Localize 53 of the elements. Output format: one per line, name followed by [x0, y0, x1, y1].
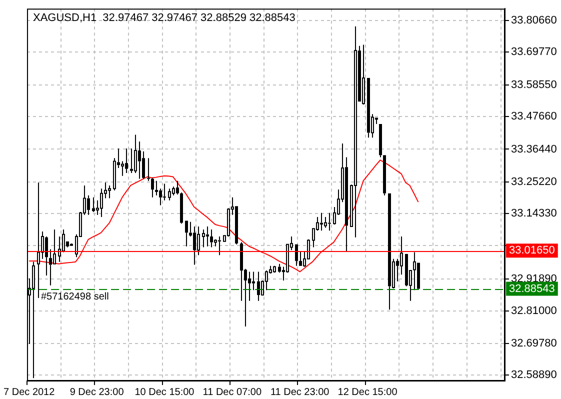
y-tick-label: 33.14330 — [511, 208, 557, 220]
candlestick — [142, 150, 145, 180]
candlestick — [295, 244, 298, 266]
candlestick — [151, 177, 154, 198]
candlestick — [185, 220, 188, 247]
ref-line-label: 32.88543 — [509, 282, 555, 295]
candlestick — [367, 78, 370, 138]
candlestick — [87, 194, 90, 216]
x-tick-label: 10 Dec 15:00 — [134, 386, 195, 398]
x-tick-label: 11 Dec 07:00 — [202, 386, 262, 398]
candlestick — [257, 271, 260, 302]
candlestick — [206, 226, 209, 247]
candlestick — [138, 140, 141, 180]
candlestick — [248, 271, 251, 302]
candlestick — [49, 248, 52, 286]
candlestick — [235, 206, 238, 245]
ref-line-label: 33.01650 — [509, 244, 555, 257]
candlestick — [328, 212, 331, 232]
candlestick — [159, 188, 162, 206]
candlestick — [130, 148, 133, 174]
candlestick — [345, 156, 348, 252]
y-tick-label: 32.58890 — [511, 369, 557, 382]
y-tick-label: 33.25220 — [511, 176, 557, 188]
x-tick-label: 7 Dec 2012 — [4, 386, 56, 398]
candlestick — [163, 183, 166, 201]
candlestick — [125, 148, 128, 174]
candlestick — [45, 236, 48, 276]
chart-title: XAGUSD,H1 32.97467 32.97467 32.88529 32.88543 — [33, 12, 296, 24]
candlestick — [193, 226, 196, 266]
x-tick-label: 12 Dec 15:00 — [338, 386, 398, 398]
candlestick — [147, 158, 150, 182]
y-tick-label: 33.69770 — [511, 46, 557, 58]
y-tick-label: 33.36440 — [511, 143, 557, 156]
candlestick — [240, 242, 243, 302]
candlestick — [252, 271, 255, 291]
candlestick — [299, 250, 302, 266]
y-tick-label: 32.69780 — [511, 338, 557, 350]
x-tick-label: 11 Dec 23:00 — [270, 386, 330, 398]
candlestick — [210, 228, 213, 248]
y-tick-label: 33.58550 — [511, 78, 557, 91]
candlestick — [388, 193, 391, 310]
candlestick — [405, 254, 408, 287]
y-tick-label: 33.80660 — [511, 14, 557, 26]
y-tick-label: 32.91890 — [511, 273, 557, 286]
annotation: #57162498 sell — [41, 292, 109, 303]
candlestick — [176, 180, 179, 196]
candlestick — [278, 263, 281, 274]
candlestick — [379, 124, 382, 158]
candlestick — [92, 196, 95, 212]
y-tick-label: 32.81000 — [511, 304, 557, 317]
candlestick — [383, 155, 386, 196]
x-tick-label: 9 Dec 23:00 — [70, 386, 124, 398]
y-tick-label: 33.47660 — [511, 110, 557, 123]
